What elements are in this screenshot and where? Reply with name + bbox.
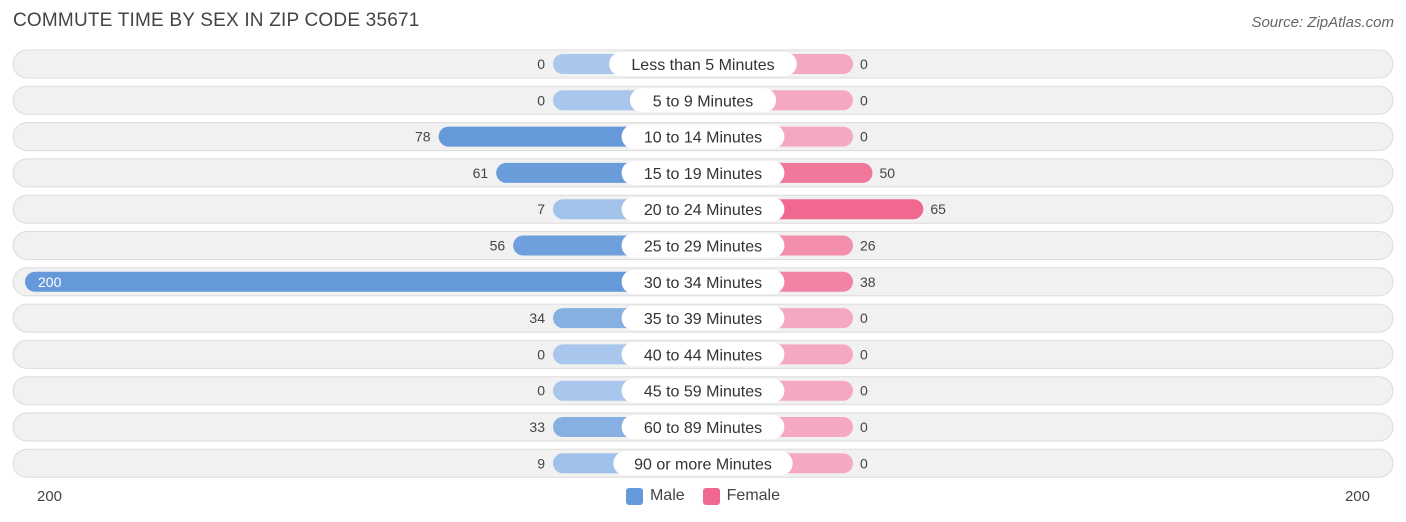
value-label-female: 0	[860, 383, 868, 399]
category-label-pill	[621, 415, 785, 439]
category-label: 90 or more Minutes	[634, 456, 772, 473]
chart-row: 15 to 19 Minutes 61 50	[12, 158, 1394, 188]
chart-row: 45 to 59 Minutes 0 0	[12, 376, 1394, 406]
legend-item-male: Male	[625, 487, 685, 505]
category-label-pill	[621, 160, 785, 185]
value-label-male: 33	[529, 419, 545, 435]
category-label: 20 to 24 Minutes	[644, 202, 762, 219]
value-label-female: 0	[860, 455, 868, 471]
value-label-female: 0	[860, 346, 868, 362]
legend-swatch-female	[702, 487, 720, 505]
value-label-female: 0	[860, 310, 868, 326]
source-label: Source: ZipAtlas.com	[1251, 14, 1394, 31]
legend-item-female: Female	[702, 487, 781, 505]
chart-row: 20 to 24 Minutes 7 65	[12, 194, 1394, 224]
value-label-male: 9	[537, 455, 545, 471]
value-label-female: 26	[860, 238, 876, 254]
legend-label-female: Female	[726, 487, 781, 504]
value-label-male: 7	[537, 201, 545, 217]
category-label: 5 to 9 Minutes	[653, 93, 754, 110]
category-label-pill	[621, 269, 785, 294]
category-label: 35 to 39 Minutes	[644, 311, 762, 328]
value-label-female: 0	[860, 56, 868, 72]
value-label-female: 0	[860, 419, 868, 435]
value-label-female: 50	[880, 165, 896, 181]
chart-title: COMMUTE TIME BY SEX IN ZIP CODE 35671	[13, 10, 420, 31]
chart-row: 25 to 29 Minutes 56 26	[12, 231, 1394, 260]
value-label-male: 0	[537, 346, 545, 362]
category-label-pill	[613, 451, 793, 476]
category-label-pill	[621, 378, 785, 403]
value-label-male: 56	[490, 238, 506, 254]
category-label-pill	[621, 306, 785, 331]
category-label-pill	[621, 197, 785, 222]
chart-row: 10 to 14 Minutes 78 0	[12, 122, 1394, 152]
category-label: 60 to 89 Minutes	[644, 420, 762, 437]
chart-row: 35 to 39 Minutes 34 0	[12, 303, 1394, 333]
value-label-male: 0	[537, 92, 545, 108]
chart-row: 60 to 89 Minutes 33 0	[12, 412, 1394, 442]
value-label-male: 0	[537, 56, 545, 72]
value-label-female: 65	[930, 201, 946, 217]
axis-right-max-label: 200	[1344, 488, 1370, 505]
value-label-female: 0	[860, 92, 868, 108]
category-label: 40 to 44 Minutes	[644, 347, 762, 364]
value-label-male: 200	[38, 274, 62, 290]
value-label-female: 0	[860, 129, 868, 145]
value-label-female: 38	[860, 274, 876, 290]
value-label-male: 34	[529, 310, 545, 326]
value-label-male: 61	[473, 165, 489, 181]
category-label: 10 to 14 Minutes	[644, 130, 762, 147]
axis-left-max-label: 200	[37, 488, 63, 505]
category-label: 30 to 34 Minutes	[644, 275, 762, 292]
category-label: 25 to 29 Minutes	[644, 239, 762, 256]
bar-male	[25, 271, 703, 292]
category-label-pill	[629, 88, 777, 113]
chart-row: 40 to 44 Minutes 0 0	[12, 339, 1394, 369]
category-label-pill	[621, 124, 785, 149]
legend: Male Female	[0, 487, 1406, 505]
category-label-pill	[621, 342, 785, 367]
legend-label-male: Male	[649, 487, 685, 504]
category-label-pill	[609, 52, 797, 76]
category-label: 15 to 19 Minutes	[644, 166, 762, 183]
value-label-male: 0	[537, 383, 545, 399]
category-label-pill	[621, 233, 785, 258]
category-label: 45 to 59 Minutes	[644, 384, 762, 401]
category-label: Less than 5 Minutes	[631, 57, 774, 74]
legend-swatch-male	[625, 487, 643, 505]
chart-row: 30 to 34 Minutes 200 38	[12, 267, 1394, 297]
chart-row: 5 to 9 Minutes 0 0	[12, 85, 1394, 115]
chart-row: 90 or more Minutes 9 0	[12, 448, 1394, 478]
value-label-male: 78	[415, 129, 431, 145]
chart-row: Less than 5 Minutes 0 0	[12, 49, 1394, 79]
